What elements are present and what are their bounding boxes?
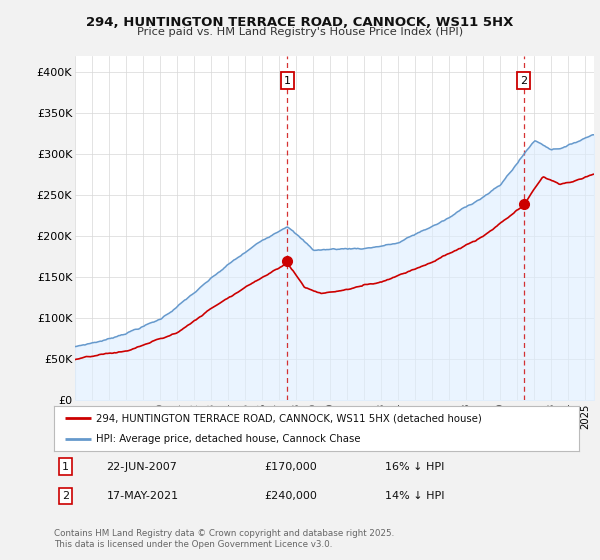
Text: Price paid vs. HM Land Registry's House Price Index (HPI): Price paid vs. HM Land Registry's House … [137, 27, 463, 37]
Text: 1: 1 [62, 461, 69, 472]
Text: 16% ↓ HPI: 16% ↓ HPI [385, 461, 444, 472]
Text: 294, HUNTINGTON TERRACE ROAD, CANNOCK, WS11 5HX: 294, HUNTINGTON TERRACE ROAD, CANNOCK, W… [86, 16, 514, 29]
Text: £170,000: £170,000 [264, 461, 317, 472]
Text: 1: 1 [284, 76, 290, 86]
Text: HPI: Average price, detached house, Cannock Chase: HPI: Average price, detached house, Cann… [96, 433, 361, 444]
Text: 2: 2 [62, 491, 69, 501]
Text: £240,000: £240,000 [264, 491, 317, 501]
Text: 2: 2 [520, 76, 527, 86]
Text: Contains HM Land Registry data © Crown copyright and database right 2025.
This d: Contains HM Land Registry data © Crown c… [54, 529, 394, 549]
Text: 294, HUNTINGTON TERRACE ROAD, CANNOCK, WS11 5HX (detached house): 294, HUNTINGTON TERRACE ROAD, CANNOCK, W… [96, 413, 482, 423]
Text: 14% ↓ HPI: 14% ↓ HPI [385, 491, 444, 501]
Text: 22-JUN-2007: 22-JUN-2007 [107, 461, 178, 472]
Text: 17-MAY-2021: 17-MAY-2021 [107, 491, 179, 501]
